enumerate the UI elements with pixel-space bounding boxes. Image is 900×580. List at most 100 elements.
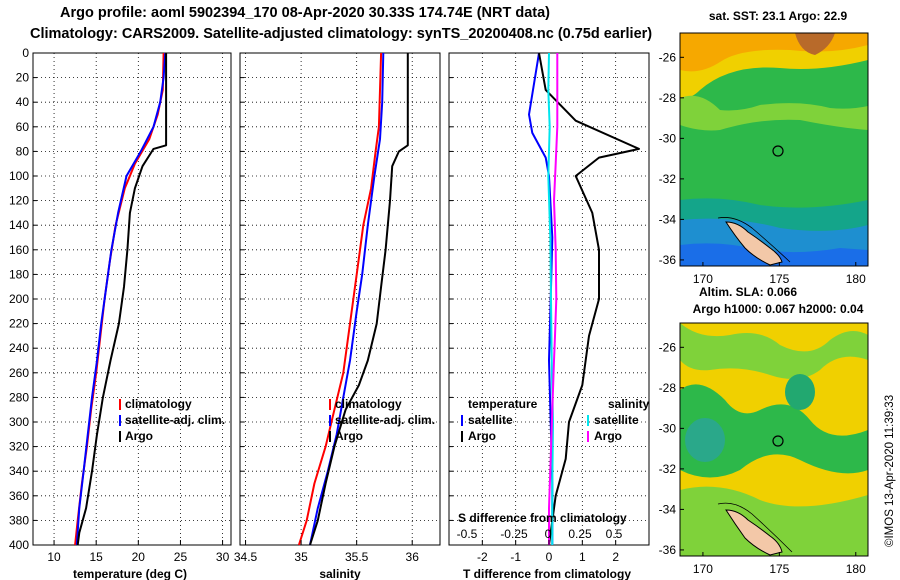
temperature-panel: 10 15 20 25 30020406080100120140160180200220… — [9, 46, 232, 580]
sla-map-frame — [679, 322, 869, 557]
legend-satellite: satellite-adj. clim. — [125, 413, 225, 427]
y-tick-label: 380 — [9, 513, 29, 527]
legend-temp-argo: Argo — [468, 429, 496, 443]
y-tick-label: 200 — [9, 292, 29, 306]
y-tick-label: 320 — [9, 440, 29, 454]
difference-panel: -2 -1 0 1 2 S difference from climatology -0… — [448, 52, 650, 580]
legend-climatology: climatology — [125, 397, 192, 411]
difference-legend: temperature satellite Argo salinity sate… — [461, 397, 650, 443]
series-climatology — [297, 52, 383, 546]
chart-title-line1: Argo profile: aoml 5902394_170 08-Apr-20… — [60, 5, 551, 21]
y-tick-label: 60 — [16, 120, 30, 134]
sla-map-title-line2: Argo h1000: 0.067 h2000: 0.04 — [693, 302, 864, 316]
y-tick-label: 240 — [9, 341, 29, 355]
t-difference-xlabel: T difference from climatology — [463, 567, 631, 580]
x-tick-label: 2 — [612, 550, 619, 564]
map-lat-label: -36 — [659, 253, 677, 267]
y-tick-label: 140 — [9, 218, 29, 232]
s-tick-label: -0.25 — [500, 527, 528, 541]
map-lat-label: -30 — [659, 421, 677, 435]
sla-green-south — [680, 486, 868, 556]
map-lon-label: 180 — [846, 562, 866, 576]
y-tick-label: 280 — [9, 390, 29, 404]
x-tick-label: 35 — [294, 550, 308, 564]
x-tick-label: 36 — [406, 550, 420, 564]
sst-map-frame — [679, 32, 869, 267]
x-tick-label: 30 — [216, 550, 230, 564]
sla-profile-marker — [772, 435, 784, 447]
series-satellite-adj-clim — [75, 52, 167, 546]
x-tick-label: 20 — [132, 550, 146, 564]
s-tick-label: -0.5 — [457, 527, 478, 541]
series-salinity-satellite — [547, 52, 554, 545]
y-tick-label: 340 — [9, 464, 29, 478]
sst-hot-patch — [795, 33, 835, 55]
y-tick-label: 20 — [16, 71, 30, 85]
sst-profile-marker — [772, 145, 784, 157]
sla-map: Altim. SLA: 0.066 Argo h1000: 0.067 h200… — [659, 285, 869, 576]
map-lon-label: 180 — [846, 272, 866, 286]
chart-title-line2: Climatology: CARS2009. Satellite-adjuste… — [30, 26, 653, 42]
map-lat-label: -30 — [659, 131, 677, 145]
sla-new-zealand-land — [725, 509, 783, 556]
series-salinity-argo — [548, 53, 559, 545]
x-tick-label: 0 — [546, 550, 553, 564]
sla-green-band-mid — [680, 384, 868, 478]
sst-map: sat. SST: 23.1 Argo: 22.9 170 175 180 -26 -2… — [659, 9, 869, 286]
s-tick-label: 0 — [545, 527, 552, 541]
y-tick-label: 180 — [9, 267, 29, 281]
sst-map-title: sat. SST: 23.1 Argo: 22.9 — [709, 9, 848, 23]
map-lat-label: -26 — [659, 50, 677, 64]
legend-sal-satellite: satellite — [594, 413, 639, 427]
sst-new-zealand-land — [725, 221, 783, 266]
y-tick-label: 300 — [9, 415, 29, 429]
y-tick-label: 360 — [9, 489, 29, 503]
series-temperature-argo — [538, 52, 640, 546]
x-tick-label: -1 — [510, 550, 521, 564]
y-tick-label: 400 — [9, 538, 29, 552]
series-climatology — [74, 52, 165, 546]
temperature-xlabel: temperature (deg C) — [73, 567, 187, 580]
legend-temperature-header: temperature — [468, 397, 538, 411]
x-tick-label: 10 — [47, 550, 61, 564]
x-tick-label: 35.5 — [345, 550, 369, 564]
legend-argo: Argo — [125, 429, 153, 443]
series-argo — [76, 53, 168, 546]
y-tick-label: 260 — [9, 366, 29, 380]
legend-satellite: satellite-adj. clim. — [335, 413, 435, 427]
y-tick-label: 0 — [22, 46, 29, 60]
legend-temp-satellite: satellite — [468, 413, 513, 427]
map-lon-label: 170 — [693, 272, 713, 286]
map-lat-label: -36 — [659, 543, 677, 557]
sla-teal-eddy — [685, 418, 725, 462]
sla-green-band-north — [680, 323, 868, 379]
map-lat-label: -28 — [659, 91, 677, 105]
map-lat-label: -34 — [659, 212, 677, 226]
x-tick-label: 34.5 — [234, 550, 258, 564]
y-tick-label: 220 — [9, 317, 29, 331]
sla-map-title-line1: Altim. SLA: 0.066 — [699, 285, 797, 299]
imos-timestamp: ©IMOS 13-Apr-2020 11:39:33 — [884, 394, 896, 547]
salinity-panel: 34.5 35 35.5 36 salinity climatology satell… — [234, 52, 441, 580]
s-difference-label: S difference from climatology — [458, 511, 627, 525]
salinity-xlabel: salinity — [319, 567, 361, 580]
y-tick-label: 40 — [16, 95, 30, 109]
map-lat-label: -32 — [659, 172, 677, 186]
y-tick-label: 120 — [9, 194, 29, 208]
map-lon-label: 175 — [769, 272, 789, 286]
y-tick-label: 80 — [16, 144, 30, 158]
legend-climatology: climatology — [335, 397, 402, 411]
sla-coast-contour — [717, 502, 793, 553]
legend-sal-argo: Argo — [594, 429, 622, 443]
map-lat-label: -32 — [659, 462, 677, 476]
x-tick-label: 25 — [174, 550, 188, 564]
legend-salinity-header: salinity — [608, 397, 650, 411]
map-lon-label: 175 — [769, 562, 789, 576]
sst-coast-contour — [717, 217, 791, 263]
map-lat-label: -26 — [659, 340, 677, 354]
s-tick-label: 0.5 — [606, 527, 623, 541]
x-tick-label: -2 — [477, 550, 488, 564]
sst-mid-band — [680, 95, 868, 131]
series-argo — [309, 53, 409, 546]
